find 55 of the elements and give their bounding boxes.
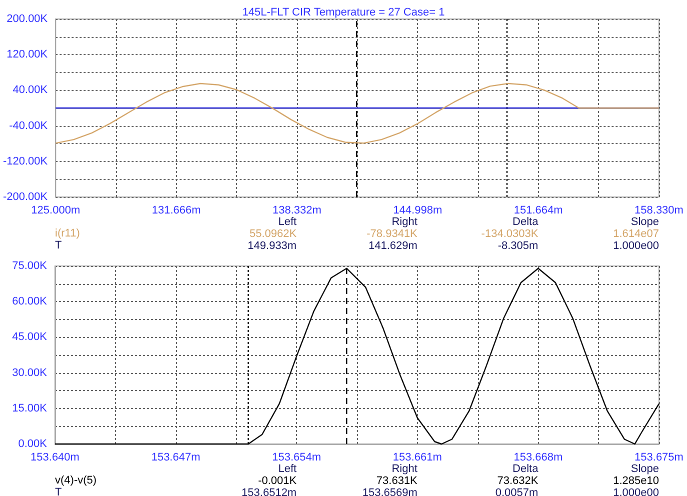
text: 1.000e00 <box>613 240 659 252</box>
x-tick-label: 153.647m <box>151 452 200 464</box>
text: Slope <box>630 463 659 475</box>
text: 73.632K <box>497 475 539 487</box>
text: -78.9341K <box>366 228 418 240</box>
text: 1.285e10 <box>613 475 659 487</box>
x-tick-label: 144.998m <box>393 204 442 216</box>
text: i(r11) <box>55 228 80 240</box>
x-tick-label: 153.661m <box>392 452 442 464</box>
text: -134.0303K <box>481 228 539 240</box>
text: 55.0962K <box>249 228 298 240</box>
x-axis-title: T <box>55 486 62 496</box>
y-tick-label: 120.00K <box>6 48 48 61</box>
y-tick-label: 45.00K <box>12 331 48 344</box>
y-tick-label: 200.00K <box>6 13 48 25</box>
y-tick-label: -40.00K <box>9 120 48 132</box>
y-tick-label: 75.00K <box>12 260 48 272</box>
text: 141.629m <box>368 240 418 252</box>
text: 1.614e07 <box>613 228 659 240</box>
x-tick-label: 125.000m <box>31 204 80 216</box>
text: 0.0057m <box>495 487 538 496</box>
text: Left <box>278 463 297 475</box>
text: 153.6512m <box>242 487 297 496</box>
y-tick-label: 30.00K <box>12 366 48 379</box>
x-axis-title: T <box>55 240 62 252</box>
y-tick-label: -120.00K <box>2 155 48 168</box>
x-tick-label: 153.654m <box>272 452 322 464</box>
x-tick-label: 153.640m <box>30 452 80 464</box>
text: 153.6569m <box>362 487 418 496</box>
x-tick-label: 138.332m <box>272 204 322 216</box>
y-tick-label: -200.00K <box>2 191 48 203</box>
text: -0.001K <box>258 475 298 487</box>
y-tick-label: 60.00K <box>12 296 48 308</box>
y-tick-label: 0.00K <box>18 438 48 450</box>
text: -8.305m <box>498 240 538 252</box>
x-tick-label: 153.668m <box>514 452 563 464</box>
y-tick-label: 15.00K <box>12 402 48 414</box>
text: Right <box>392 216 418 228</box>
x-tick-label: 153.675m <box>634 452 684 464</box>
text: Left <box>278 216 297 228</box>
text: Right <box>392 463 418 475</box>
x-tick-label: 151.664m <box>514 204 563 216</box>
text: 149.933m <box>248 240 297 252</box>
text: 1.000e00 <box>613 487 659 496</box>
line-series <box>55 82 660 144</box>
line-series <box>54 268 660 445</box>
text: v(4)-v(5) <box>55 474 97 486</box>
text: Delta <box>512 216 540 228</box>
y-tick-label: 40.00K <box>12 84 48 96</box>
x-tick-label: 158.330m <box>634 204 684 216</box>
text: Delta <box>512 463 540 475</box>
chart-title: 145L-FLT CIR Temperature = 27 Case= 1 <box>242 6 445 18</box>
x-tick-label: 131.666m <box>152 204 201 216</box>
text: Slope <box>630 216 659 228</box>
text: 73.631K <box>376 475 418 487</box>
